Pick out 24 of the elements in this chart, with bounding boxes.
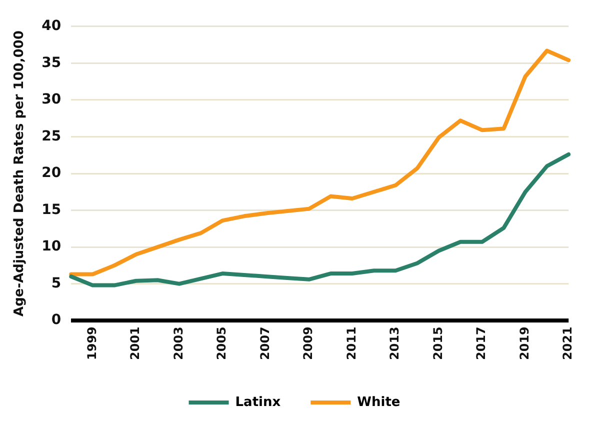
x-tick-label: 2007	[258, 326, 272, 360]
legend-label: White	[357, 394, 400, 410]
x-tick-label: 2021	[560, 326, 575, 360]
y-tick-label: 35	[42, 54, 62, 71]
y-tick-label: 20	[42, 165, 62, 182]
x-tick-label: 2011	[344, 326, 358, 360]
x-tick-label: 2013	[388, 326, 402, 360]
x-tick-label: 1999	[84, 326, 99, 360]
x-tick-label: 2005	[214, 326, 229, 360]
y-tick-label: 0	[51, 312, 62, 328]
y-tick-label: 30	[42, 92, 62, 108]
x-tick-label: 2001	[128, 326, 142, 360]
y-tick-label: 15	[42, 202, 62, 218]
y-tick-label: 5	[51, 275, 62, 292]
legend-label: Latinx	[235, 394, 282, 410]
x-tick-label: 2019	[517, 326, 532, 360]
y-tick-label: 10	[42, 238, 62, 255]
x-tick-label: 2017	[474, 326, 488, 360]
x-tick-label: 2009	[301, 326, 316, 360]
x-tick-label: 2003	[171, 326, 186, 360]
y-tick-label: 40	[42, 18, 62, 34]
x-tick-label: 2015	[430, 326, 445, 360]
y-axis-title: Age-Adjusted Death Rates per 100,000	[12, 30, 28, 316]
y-tick-label: 25	[42, 128, 62, 144]
